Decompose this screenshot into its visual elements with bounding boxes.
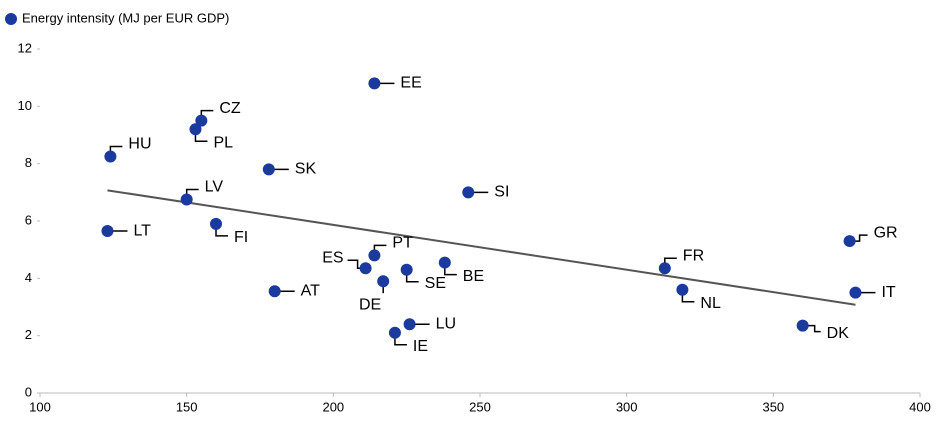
point: [210, 217, 222, 230]
point: [104, 150, 117, 163]
point-label: SE: [425, 275, 446, 292]
point-label: PT: [392, 235, 413, 252]
point-label: GR: [874, 224, 898, 241]
x-tick-label: 400: [909, 399, 931, 414]
point: [368, 77, 381, 90]
y-tick-label: 0: [25, 384, 32, 399]
point-label: IT: [881, 284, 895, 301]
point: [849, 286, 862, 299]
point-label: BE: [463, 268, 484, 285]
y-tick-label: 2: [25, 327, 32, 342]
point-label: ES: [322, 250, 343, 267]
point: [195, 114, 208, 127]
point-label: LU: [436, 315, 456, 332]
point-label: AT: [301, 282, 320, 299]
point-label: LT: [133, 222, 151, 239]
point: [843, 235, 856, 248]
point: [377, 275, 390, 288]
x-tick-label: 100: [29, 399, 51, 414]
legend-marker: [5, 13, 17, 25]
point-label: DE: [359, 296, 381, 313]
point: [462, 186, 475, 199]
point: [388, 326, 401, 339]
point-label: FR: [683, 248, 704, 265]
x-tick-label: 250: [469, 399, 491, 414]
x-tick-label: 150: [176, 399, 198, 414]
point: [438, 256, 451, 269]
point: [676, 283, 689, 296]
point: [180, 193, 193, 206]
point-label: PL: [213, 134, 233, 151]
trend-line: [107, 189, 856, 306]
point: [268, 285, 281, 298]
x-tick-label: 200: [322, 399, 344, 414]
point: [189, 123, 202, 136]
x-tick-label: 350: [762, 399, 784, 414]
point-label: HU: [128, 136, 151, 153]
point: [403, 318, 416, 331]
legend-label: Energy intensity (MJ per EUR GDP): [22, 10, 229, 25]
point-label: DK: [827, 325, 850, 342]
point: [262, 163, 275, 176]
point: [368, 249, 381, 262]
y-tick-label: 8: [25, 155, 32, 170]
y-tick-label: 10: [18, 98, 32, 113]
y-tick-label: 4: [25, 270, 32, 285]
x-tick-label: 300: [616, 399, 638, 414]
point-label: IE: [413, 338, 428, 355]
y-tick-label: 12: [18, 40, 32, 55]
point-label: SI: [494, 184, 509, 201]
y-tick-label: 6: [25, 212, 32, 227]
point-label: FI: [234, 229, 248, 246]
point: [400, 263, 413, 276]
point-label: SK: [295, 161, 317, 178]
point-label: NL: [700, 295, 721, 312]
point-label: LV: [205, 179, 224, 196]
point: [796, 319, 809, 332]
point-label: EE: [400, 75, 421, 92]
point: [658, 262, 671, 275]
point: [101, 225, 114, 238]
point-label: CZ: [219, 100, 241, 117]
point: [359, 262, 372, 275]
